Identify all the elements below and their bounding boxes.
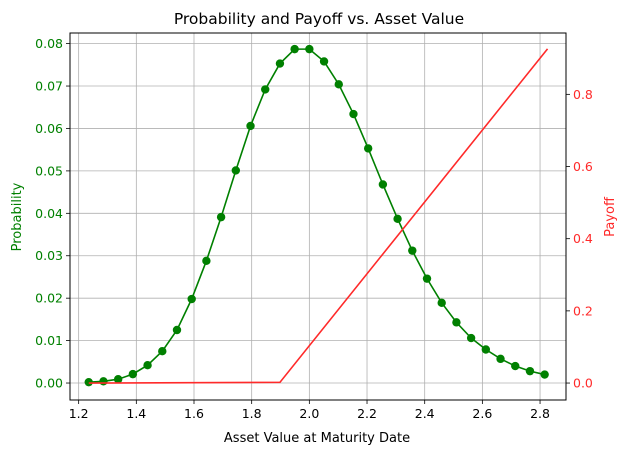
probability-point: [437, 298, 446, 308]
payoff-line: [88, 48, 549, 384]
probability-point: [511, 361, 520, 371]
probability-point: [319, 57, 329, 66]
right-axis-ticks: 0.0 0.2 0.4 0.6 0.8: [566, 87, 593, 391]
probability-point: [172, 325, 182, 335]
x-tick-label: 1.4: [126, 406, 146, 421]
probability-point: [202, 256, 211, 266]
x-tick-label: 2.8: [530, 406, 550, 421]
right-tick-label: 0.2: [573, 303, 593, 318]
grid: [70, 33, 566, 400]
probability-point: [143, 361, 152, 370]
chart-title: Probability and Payoff vs. Asset Value: [174, 10, 464, 28]
left-tick-label: 0.03: [35, 248, 63, 263]
left-tick-label: 0.00: [35, 376, 63, 391]
left-axis-label: Probability: [10, 182, 25, 251]
probability-point: [378, 180, 388, 189]
right-tick-label: 0.6: [573, 159, 593, 174]
probability-point: [496, 354, 505, 364]
probability-point: [113, 375, 123, 384]
x-axis-label: Asset Value at Maturity Date: [224, 431, 410, 446]
right-tick-label: 0.4: [573, 231, 593, 246]
probability-point: [290, 44, 299, 54]
right-tick-label: 0.8: [573, 87, 593, 102]
right-tick-label: 0.0: [573, 376, 593, 391]
probability-point: [525, 366, 535, 376]
probability-point: [422, 274, 432, 283]
payoff-series: [88, 48, 549, 384]
left-tick-label: 0.07: [35, 79, 63, 94]
probability-point: [481, 345, 491, 354]
probability-series: [84, 44, 549, 387]
x-tick-label: 2.6: [472, 406, 492, 421]
left-tick-label: 0.05: [35, 163, 63, 178]
x-axis-ticks: 1.2 1.4 1.6 1.8 2.0 2.2 2.4 2.6 2.8: [69, 400, 550, 421]
probability-point: [99, 377, 108, 386]
plot-frame: [69, 32, 567, 401]
probability-point: [334, 80, 343, 89]
x-tick-label: 1.6: [184, 406, 204, 421]
left-tick-label: 0.04: [35, 206, 63, 221]
probability-point: [363, 144, 373, 153]
probability-point: [231, 166, 241, 175]
probability-point: [84, 377, 93, 387]
left-tick-label: 0.02: [35, 291, 63, 306]
left-tick-label: 0.08: [35, 36, 63, 51]
probability-point: [158, 347, 167, 356]
probability-point: [305, 44, 314, 54]
probability-point: [187, 294, 196, 304]
probability-point: [246, 121, 255, 131]
x-tick-label: 2.4: [415, 406, 435, 421]
x-tick-label: 1.8: [242, 406, 262, 421]
left-tick-label: 0.06: [35, 121, 63, 136]
x-tick-label: 2.0: [299, 406, 319, 421]
left-tick-label: 0.01: [35, 333, 63, 348]
probability-point: [275, 59, 285, 68]
probability-point: [128, 369, 138, 379]
probability-point: [452, 318, 461, 327]
probability-point: [466, 333, 476, 343]
probability-point: [393, 214, 402, 224]
probability-point: [349, 109, 358, 119]
probability-point: [540, 370, 549, 379]
probability-point: [216, 212, 226, 222]
left-axis-ticks: 0.00 0.01 0.02 0.03 0.04 0.05 0.06 0.07 0.08: [35, 36, 70, 391]
probability-point: [408, 246, 417, 255]
probability-point: [261, 85, 270, 94]
right-axis-label: Payoff: [603, 196, 618, 237]
x-tick-label: 1.2: [69, 406, 89, 421]
x-tick-label: 2.2: [357, 406, 377, 421]
